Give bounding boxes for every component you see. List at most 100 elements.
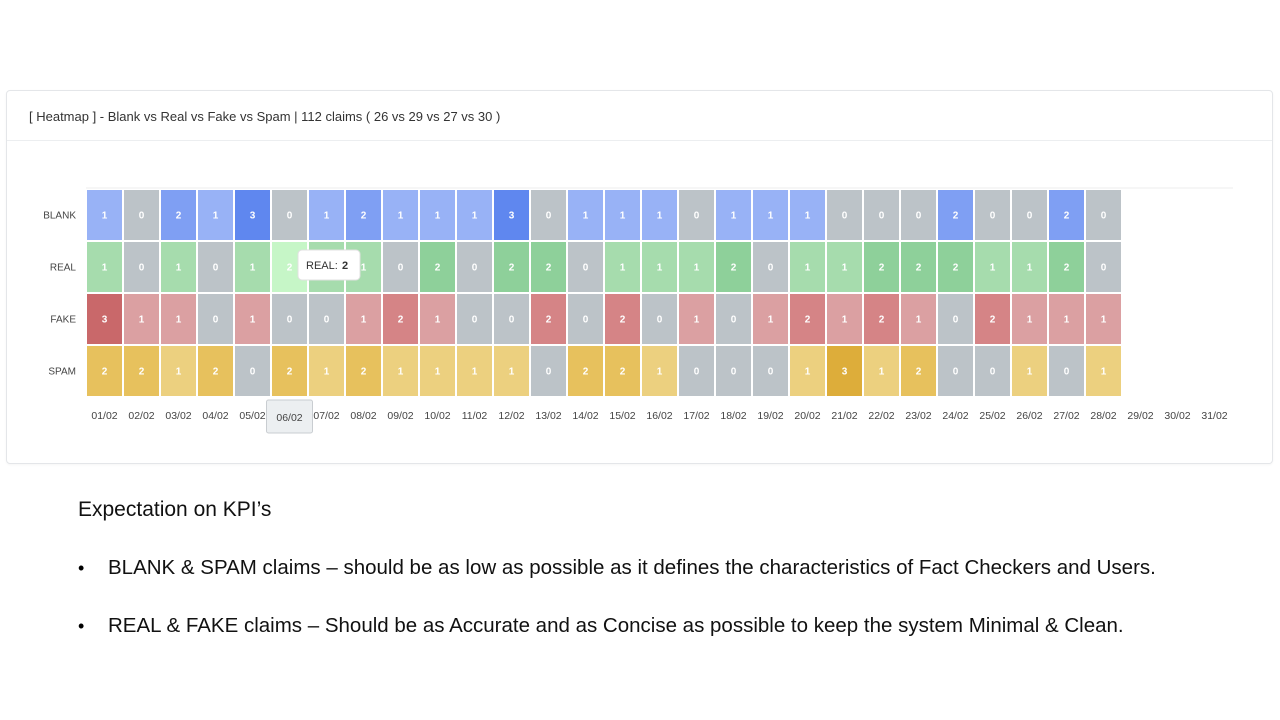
- heatmap-cell: [87, 294, 122, 344]
- heatmap-cell: [235, 346, 270, 396]
- cell-value: 1: [879, 367, 885, 378]
- cell-value: 2: [805, 315, 811, 326]
- col-label: 14/02: [572, 410, 598, 422]
- cell-value: 2: [916, 367, 922, 378]
- row-label-real: REAL: [50, 263, 77, 274]
- heatmap-cell: [790, 190, 825, 240]
- heatmap-cell: [383, 190, 418, 240]
- cell-value: 1: [1027, 367, 1033, 378]
- cell-value: 0: [546, 367, 552, 378]
- bullet-dot-1: •: [78, 558, 85, 578]
- heatmap-cell: [938, 346, 973, 396]
- col-label: 23/02: [905, 410, 931, 422]
- cell-value: 0: [472, 315, 478, 326]
- col-label: 22/02: [868, 410, 894, 422]
- cell-value: 0: [1027, 211, 1033, 222]
- heatmap-cell: [531, 242, 566, 292]
- col-label: 01/02: [91, 410, 117, 422]
- col-label: 07/02: [313, 410, 339, 422]
- heatmap-cell: [975, 190, 1010, 240]
- heatmap-cell: [679, 294, 714, 344]
- heatmap-cell: [938, 294, 973, 344]
- heatmap-cell: [309, 346, 344, 396]
- cell-value: 1: [176, 367, 182, 378]
- bullet-dot-2: •: [78, 616, 85, 636]
- cell-value: 2: [953, 211, 959, 222]
- cell-value: 0: [990, 211, 996, 222]
- heatmap-cell: [827, 346, 862, 396]
- cell-value: 2: [620, 315, 626, 326]
- cell-value: 1: [176, 315, 182, 326]
- tooltip-label: REAL:: [306, 260, 338, 272]
- cell-value: 1: [250, 315, 256, 326]
- heatmap-cell: [87, 346, 122, 396]
- heatmap-cell: [864, 346, 899, 396]
- cell-value: 2: [1064, 263, 1070, 274]
- heatmap-cell: [716, 190, 751, 240]
- cell-value: 1: [102, 211, 108, 222]
- cell-value: 1: [768, 315, 774, 326]
- cell-value: 2: [102, 367, 108, 378]
- col-label: 08/02: [350, 410, 376, 422]
- col-label: 15/02: [609, 410, 635, 422]
- heatmap-cell: [1049, 346, 1084, 396]
- cell-value: 2: [731, 263, 737, 274]
- cell-value: 1: [694, 263, 700, 274]
- heatmap-cell: [420, 346, 455, 396]
- cell-value: 1: [509, 367, 515, 378]
- heatmap-cell: [605, 190, 640, 240]
- col-label: 29/02: [1127, 410, 1153, 422]
- cell-value: 1: [324, 211, 330, 222]
- cell-value: 0: [1101, 211, 1107, 222]
- heatmap-cell: [605, 242, 640, 292]
- kpi-heading: Expectation on KPI’s: [78, 498, 272, 521]
- row-label-fake: FAKE: [50, 315, 76, 326]
- heatmap-cell: [679, 346, 714, 396]
- heatmap-cell: [531, 190, 566, 240]
- heatmap-cell: [494, 242, 529, 292]
- heatmap-cell: [679, 190, 714, 240]
- cell-value: 1: [805, 211, 811, 222]
- heatmap-cell: [420, 190, 455, 240]
- col-label: 04/02: [202, 410, 228, 422]
- cell-value: 0: [953, 315, 959, 326]
- col-label: 11/02: [462, 410, 488, 422]
- heatmap-cell: [901, 190, 936, 240]
- row-label-spam: SPAM: [48, 367, 76, 378]
- cell-value: 2: [583, 367, 589, 378]
- cell-value: 0: [694, 367, 700, 378]
- heatmap-cell: [1086, 242, 1121, 292]
- heatmap-cell: [1049, 294, 1084, 344]
- heatmap-cell: [1012, 294, 1047, 344]
- cell-value: 1: [398, 211, 404, 222]
- heatmap-cell: [87, 242, 122, 292]
- cell-value: 0: [546, 211, 552, 222]
- cell-value: 3: [102, 315, 108, 326]
- cell-value: 0: [139, 211, 145, 222]
- heatmap-cell: [457, 190, 492, 240]
- col-label: 10/02: [424, 410, 450, 422]
- cell-value: 1: [1064, 315, 1070, 326]
- cell-value: 1: [842, 263, 848, 274]
- heatmap-cell: [161, 242, 196, 292]
- col-label: 26/02: [1016, 410, 1042, 422]
- cell-value: 1: [620, 211, 626, 222]
- cell-value: 0: [879, 211, 885, 222]
- cell-value: 2: [879, 263, 885, 274]
- cell-value: 1: [213, 211, 219, 222]
- cell-value: 1: [472, 367, 478, 378]
- heatmap-cell: [198, 294, 233, 344]
- col-label: 27/02: [1053, 410, 1079, 422]
- card-header: [ Heatmap ] - Blank vs Real vs Fake vs S…: [7, 91, 1272, 141]
- heatmap-cell: [642, 242, 677, 292]
- heatmap-card: [ Heatmap ] - Blank vs Real vs Fake vs S…: [6, 90, 1273, 464]
- cell-value: 1: [731, 211, 737, 222]
- cell-value: 1: [139, 315, 145, 326]
- heatmap-cell: [716, 242, 751, 292]
- cell-value: 0: [842, 211, 848, 222]
- heatmap-cell: [827, 190, 862, 240]
- cell-value: 3: [250, 211, 256, 222]
- heatmap-cell: [87, 190, 122, 240]
- heatmap-cell: [235, 190, 270, 240]
- cell-value: 1: [435, 367, 441, 378]
